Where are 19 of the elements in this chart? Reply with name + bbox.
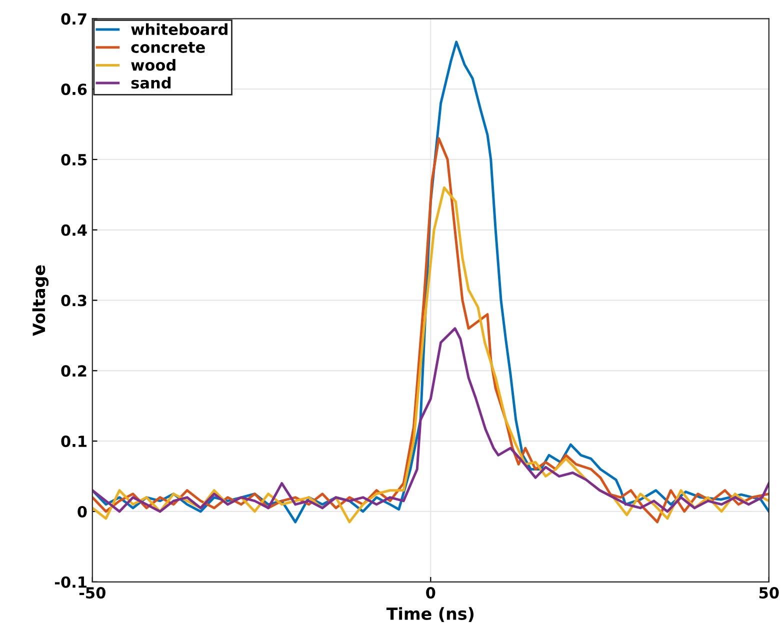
y-axis-title: Voltage — [32, 265, 49, 336]
y-tick-label: 0.3 — [61, 294, 86, 306]
y-tick-label: 0.2 — [61, 365, 86, 377]
legend-label: wood — [131, 58, 176, 71]
y-tick-label: 0 — [78, 506, 87, 518]
x-axis-title: Time (ns) — [386, 607, 474, 622]
y-tick-label: 0.7 — [61, 13, 86, 25]
legend-label: whiteboard — [131, 23, 228, 36]
y-tick-label: 0.1 — [61, 436, 86, 448]
y-tick-label: 0.6 — [61, 84, 87, 96]
x-tick-label: -50 — [79, 587, 106, 599]
legend-label: sand — [131, 76, 171, 89]
y-tick-label: -0.1 — [54, 576, 86, 588]
y-tick-label: 0.4 — [61, 224, 87, 236]
y-tick-label: 0.5 — [61, 154, 86, 166]
x-tick-label: 50 — [759, 587, 779, 599]
line-series — [92, 327, 769, 513]
x-tick-label: 0 — [426, 587, 436, 599]
legend-label: concrete — [131, 42, 205, 53]
